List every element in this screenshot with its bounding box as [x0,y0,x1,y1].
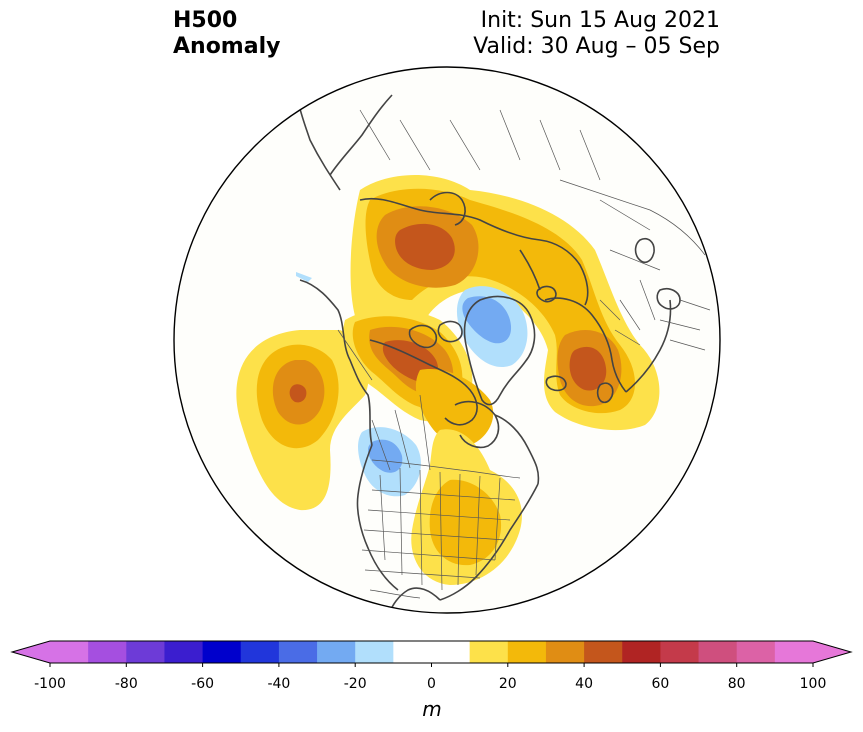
border-alaska-canada [337,329,373,381]
colorbar-bin [240,641,280,663]
colorbar-bin [660,641,700,663]
anomaly-ridge-siberia-40 [395,223,455,270]
colorbar-bin [469,641,509,663]
colorbar-bin [622,641,661,663]
coastline-iceland [545,375,567,392]
colorbar-bin [164,641,204,663]
border-mexico [369,589,421,599]
map-title: H500 Anomaly [173,8,280,60]
polar-map [173,66,721,614]
coastline-arctic-islands-2 [437,320,463,343]
colorbar-bin [774,641,814,663]
colorbar-bin [698,641,738,663]
colorbar-bin [202,641,242,663]
colorbar-tick-label: -80 [114,676,138,692]
borders-us-states-2 [361,489,516,579]
title-line-1: H500 [173,8,238,33]
borders-canada-provinces [371,394,431,471]
colorbar-tick-label: -100 [34,676,66,692]
map-dates: Init: Sun 15 Aug 2021 Valid: 30 Aug – 05… [473,8,720,60]
colorbar-tick-label: 60 [651,676,670,692]
coastline-labrador [494,414,540,485]
colorbar-tick-label: 100 [799,676,827,692]
coastline-taymyr [429,191,466,226]
borders-east-europe [659,299,711,351]
coastline-novaya-zemlya [519,249,541,291]
valid-date: Valid: 30 Aug – 05 Sep [473,34,720,59]
init-date: Init: Sun 15 Aug 2021 [480,8,720,33]
colorbar-bin [584,641,623,663]
colorbar-extend-under [12,641,50,663]
colorbar-tick-label: 0 [427,676,436,692]
borders-russia-south [559,179,706,256]
coastline-arctic-canada [369,339,478,426]
coastline-british-isles [596,382,614,404]
coastline-alaska-west [299,279,373,446]
anomaly-trough-greenland-20 [462,296,512,344]
colorbar-bin [545,641,585,663]
colorbar-bin [126,641,166,663]
coastline-kamchatka [297,99,341,191]
colorbar-tick-label: 20 [498,676,517,692]
borders-us-states-1 [379,467,501,591]
anomaly-ridge-eastern-us-20 [429,479,502,566]
coastline-us-east [439,483,539,601]
coastline-scandinavia [544,297,627,393]
borders-asia [359,109,661,271]
anomaly-ridge-pacific-40 [289,384,307,403]
colorbar-tick-label: 80 [727,676,746,692]
coastline-east-asia [329,94,393,176]
title-line-2: Anomaly [173,34,281,59]
coastline-hudson-bay [454,400,500,449]
colorbar-bin [278,641,318,663]
anomaly-shading [236,175,660,585]
coastline-caspian [634,237,655,264]
coastline-greenland [463,295,536,406]
coastline-black-sea [656,287,681,310]
colorbar-ticks [49,663,814,667]
colorbar-tick-label: -60 [191,676,215,692]
coastline-svalbard [536,285,557,303]
colorbar-bin [507,641,547,663]
colorbar-bin [317,641,356,663]
coastlines [297,94,681,613]
colorbar-bin [355,641,394,663]
colorbar [10,640,853,667]
colorbar-tick-label: -40 [267,676,291,692]
country-borders [337,109,711,599]
colorbar-bin [50,641,89,663]
colorbar-unit-label: m [422,697,442,721]
coastline-gulf-of-mexico [389,587,441,613]
colorbar-bins [50,641,814,663]
anomaly-ridge-hudson [415,369,494,446]
borders-europe [599,279,656,346]
coastline-pacific-nw [356,444,399,591]
colorbar-extend-over [813,641,851,663]
map-frame [173,66,721,614]
colorbar-tick-label: -20 [343,676,367,692]
anomaly-ridge-europe-40 [569,346,607,391]
border-us-canada [371,459,521,479]
colorbar-bin [393,641,471,663]
colorbar-bin [736,641,776,663]
colorbar-bin [88,641,127,663]
coastline-arctic-islands-1 [408,324,438,349]
coastline-siberia-arctic [359,197,589,306]
anomaly-trough-bering-sliver [296,272,312,282]
colorbar-tick-label: 40 [575,676,594,692]
coastline-europe-atlantic [625,299,672,393]
